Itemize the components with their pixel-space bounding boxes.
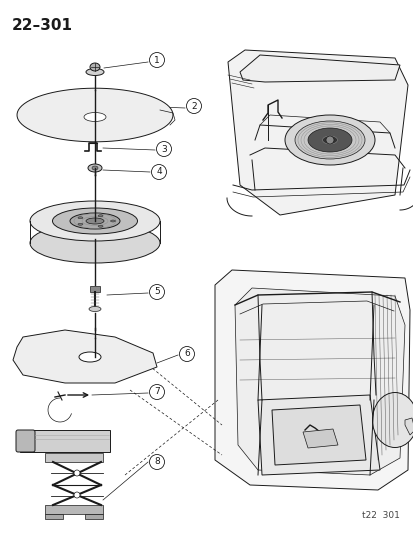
Ellipse shape [294,121,364,159]
Ellipse shape [98,215,103,217]
Bar [85,514,103,519]
Ellipse shape [52,208,137,234]
Text: 22–301: 22–301 [12,18,73,33]
Ellipse shape [86,218,104,224]
Ellipse shape [79,352,101,362]
Ellipse shape [110,220,115,222]
Circle shape [74,492,80,498]
FancyBboxPatch shape [16,430,35,452]
Polygon shape [302,429,337,448]
Polygon shape [257,395,379,475]
Text: 5: 5 [154,287,159,296]
Text: 6: 6 [184,350,190,359]
Ellipse shape [88,164,102,172]
Bar [90,286,100,292]
Ellipse shape [70,213,120,229]
Ellipse shape [284,115,374,165]
Ellipse shape [30,201,159,241]
Ellipse shape [307,128,351,152]
Polygon shape [17,88,173,142]
Ellipse shape [92,166,98,170]
Bar [45,453,103,462]
Text: 2: 2 [191,101,196,110]
Ellipse shape [86,69,104,76]
Text: 3: 3 [161,144,166,154]
Circle shape [74,470,80,476]
Text: 1: 1 [154,55,159,64]
Text: 4: 4 [156,167,161,176]
Bar [45,514,63,519]
Ellipse shape [98,225,103,227]
Bar [20,430,110,452]
Ellipse shape [322,136,337,144]
Ellipse shape [372,392,413,448]
Bar [45,505,103,514]
Ellipse shape [78,217,83,219]
Polygon shape [271,405,365,465]
Ellipse shape [84,112,106,122]
Text: 7: 7 [154,387,159,397]
Polygon shape [228,50,407,215]
Polygon shape [240,55,399,82]
Polygon shape [235,288,404,475]
Polygon shape [13,330,157,383]
Text: t22  301: t22 301 [361,511,399,520]
Text: 8: 8 [154,457,159,466]
Polygon shape [214,270,409,490]
Polygon shape [404,418,413,435]
Ellipse shape [90,63,100,71]
Circle shape [325,136,333,144]
Ellipse shape [78,223,83,225]
Ellipse shape [89,306,101,311]
Ellipse shape [30,223,159,263]
